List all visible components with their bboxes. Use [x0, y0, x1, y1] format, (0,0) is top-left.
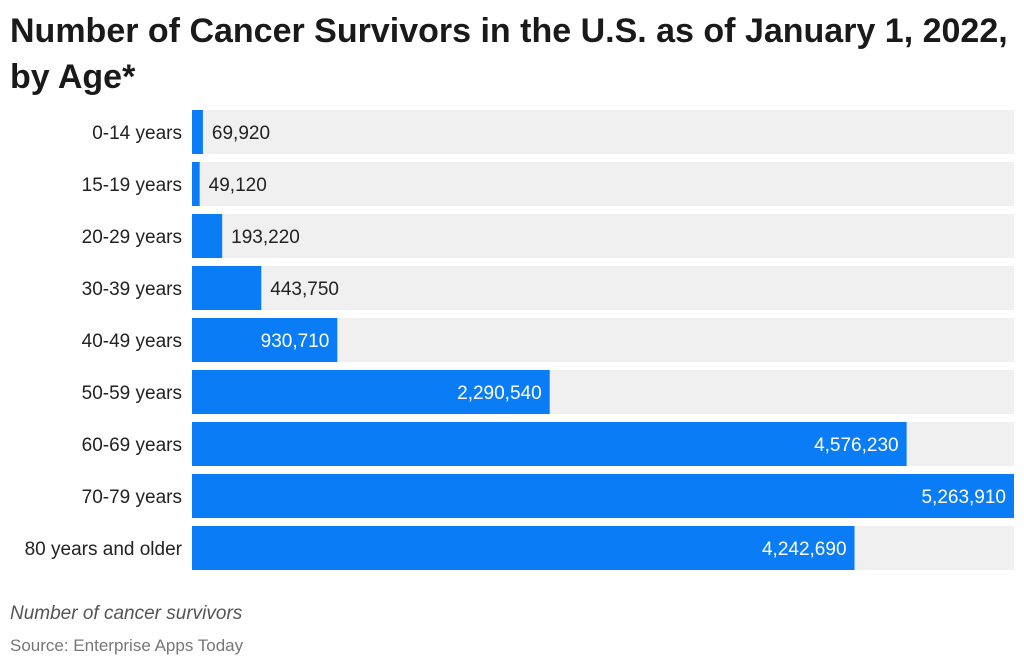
category-label: 70-79 years	[82, 487, 182, 508]
category-label: 20-29 years	[82, 227, 182, 248]
value-label: 4,242,690	[762, 539, 847, 560]
bar-track	[192, 162, 1014, 206]
value-label: 5,263,910	[921, 487, 1006, 508]
value-label: 193,220	[231, 227, 300, 248]
value-label: 69,920	[212, 123, 270, 144]
category-label: 15-19 years	[82, 175, 182, 196]
bar	[192, 110, 203, 154]
bar-chart: 0-14 years 69,920 15-19 years 49,120 20-29 y…	[25, 110, 1014, 570]
bar-track	[192, 110, 1014, 154]
bar	[192, 526, 855, 570]
bar	[192, 318, 338, 362]
value-label: 49,120	[209, 175, 267, 196]
bar	[192, 474, 1014, 518]
chart-title: Number of Cancer Survivors in the U.S. a…	[10, 12, 1008, 96]
value-label: 2,290,540	[457, 383, 542, 404]
bar-track	[192, 266, 1014, 310]
category-label: 60-69 years	[82, 435, 182, 456]
bar	[192, 422, 907, 466]
source-note: Source: Enterprise Apps Today	[10, 636, 244, 655]
category-label: 50-59 years	[82, 383, 182, 404]
value-label: 443,750	[270, 279, 339, 300]
category-label: 30-39 years	[82, 279, 182, 300]
category-label: 80 years and older	[25, 539, 183, 560]
category-label: 40-49 years	[82, 331, 182, 352]
value-label: 4,576,230	[814, 435, 899, 456]
measure-note: Number of cancer survivors	[10, 603, 243, 624]
bar	[192, 370, 550, 414]
bar	[192, 214, 223, 258]
value-label: 930,710	[261, 331, 330, 352]
bar-track	[192, 214, 1014, 258]
category-label: 0-14 years	[92, 123, 182, 144]
bar	[192, 266, 262, 310]
bar	[192, 162, 200, 206]
